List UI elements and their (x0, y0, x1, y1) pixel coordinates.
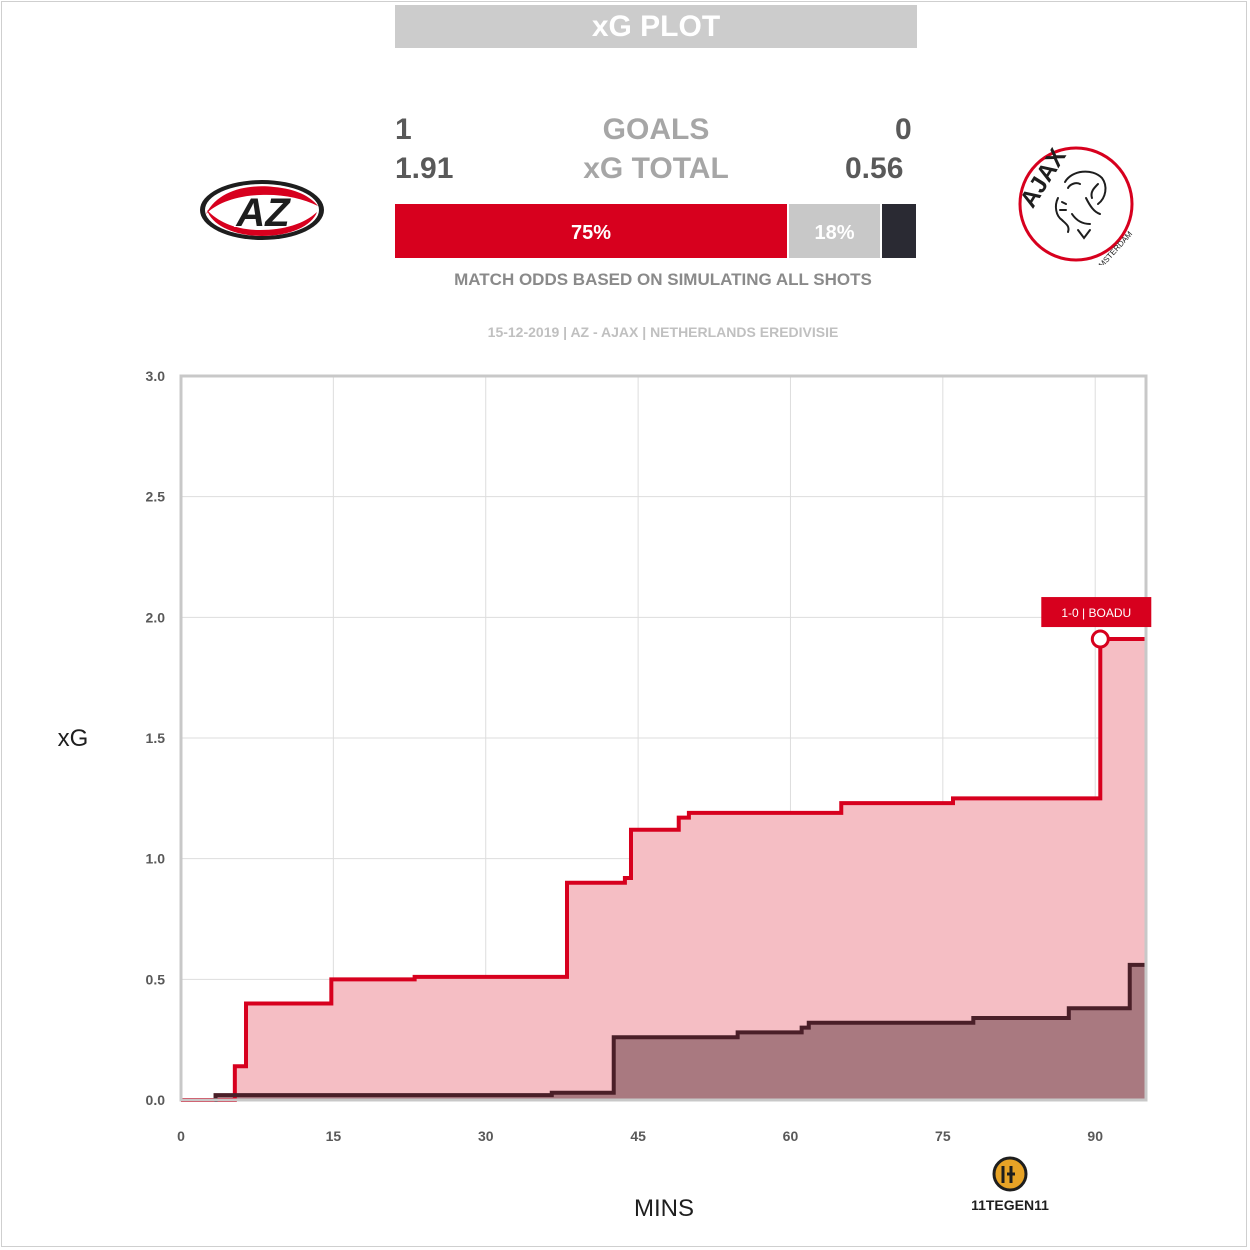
az-logo-text: AZ (235, 191, 291, 235)
x-tick-label: 75 (935, 1128, 951, 1144)
away-xg-total: 0.56 (845, 152, 904, 185)
az-logo: AZ (200, 180, 324, 240)
match-info: 15-12-2019 | AZ - AJAX | NETHERLANDS ERE… (487, 324, 839, 340)
y-tick-label: 3.0 (146, 368, 166, 384)
home-xg-total: 1.91 (395, 152, 454, 185)
goals-label: GOALS (602, 113, 710, 146)
home-win-odds-bar: 75% (395, 204, 787, 258)
x-tick-label: 90 (1087, 1128, 1103, 1144)
y-tick-label: 0.0 (146, 1092, 166, 1108)
x-axis-title: MINS (634, 1195, 694, 1222)
goal-label-box (1041, 597, 1152, 628)
y-tick-label: 1.0 (146, 851, 166, 867)
home-xg-area (181, 639, 1146, 1100)
away-win-odds-bar (882, 204, 916, 258)
y-tick-label: 2.5 (146, 489, 166, 505)
y-tick-label: 0.5 (146, 971, 166, 987)
away-goals: 0 (895, 113, 912, 146)
y-tick-label: 1.5 (146, 730, 166, 746)
away-xg-line (213, 962, 1146, 1102)
x-tick-label: 45 (630, 1128, 646, 1144)
ajax-logo: AJAX AMSTERDAM (1015, 144, 1135, 265)
11tegen11-logo: 11TEGEN11 (971, 1156, 1049, 1213)
y-tick-label: 2.0 (146, 609, 166, 625)
y-axis-title: xG (58, 725, 89, 752)
xg-total-label: xG TOTAL (583, 152, 729, 185)
goal-marker (1090, 629, 1110, 649)
draw-odds-bar: 18% (789, 204, 880, 258)
x-tick-label: 30 (478, 1128, 494, 1144)
x-tick-label: 0 (177, 1128, 185, 1144)
x-tick-label: 15 (326, 1128, 342, 1144)
goal-label: 1-0 | BOADU (1061, 606, 1131, 620)
home-xg-line (181, 637, 1146, 1102)
page-title: xG PLOT (395, 5, 917, 48)
odds-note: MATCH ODDS BASED ON SIMULATING ALL SHOTS (454, 270, 872, 289)
branding-text: 11TEGEN11 (971, 1197, 1049, 1213)
x-tick-label: 60 (783, 1128, 799, 1144)
home-goals: 1 (395, 113, 412, 146)
away-xg-area (214, 964, 1146, 1100)
plot-border (179, 374, 1148, 1102)
